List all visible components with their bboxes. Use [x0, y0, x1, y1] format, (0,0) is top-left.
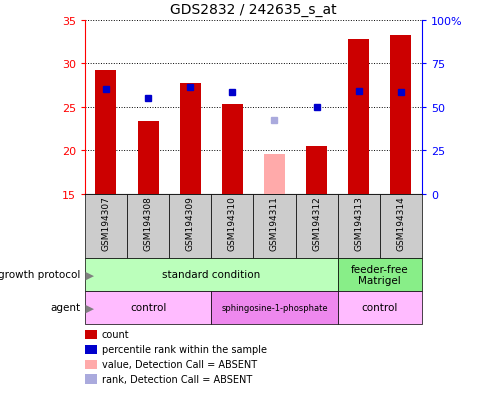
Text: standard condition: standard condition: [162, 270, 260, 280]
Title: GDS2832 / 242635_s_at: GDS2832 / 242635_s_at: [170, 3, 336, 17]
Text: GSM194313: GSM194313: [353, 196, 363, 251]
Bar: [95, 71, 116, 194]
Bar: [337, 258, 421, 291]
Text: GSM194311: GSM194311: [270, 196, 278, 251]
Bar: [127, 194, 169, 258]
Text: value, Detection Call = ABSENT: value, Detection Call = ABSENT: [102, 359, 257, 369]
Bar: [169, 194, 211, 258]
Text: GSM194307: GSM194307: [101, 196, 110, 251]
Bar: [221, 105, 242, 194]
Text: sphingosine-1-phosphate: sphingosine-1-phosphate: [221, 303, 327, 312]
Bar: [253, 194, 295, 258]
Text: ▶: ▶: [82, 303, 94, 313]
Text: feeder-free
Matrigel: feeder-free Matrigel: [350, 264, 408, 285]
Bar: [179, 84, 200, 194]
Text: GSM194312: GSM194312: [312, 196, 320, 251]
Bar: [85, 194, 127, 258]
Bar: [85, 291, 211, 324]
Bar: [85, 258, 337, 291]
Text: growth protocol: growth protocol: [0, 270, 80, 280]
Text: percentile rank within the sample: percentile rank within the sample: [102, 344, 266, 354]
Text: agent: agent: [50, 303, 80, 313]
Text: rank, Detection Call = ABSENT: rank, Detection Call = ABSENT: [102, 374, 252, 384]
Bar: [390, 36, 410, 194]
Text: GSM194310: GSM194310: [227, 196, 236, 251]
Bar: [337, 291, 421, 324]
Bar: [263, 155, 285, 194]
Bar: [137, 121, 158, 194]
Bar: [305, 146, 327, 194]
Text: control: control: [361, 303, 397, 313]
Bar: [348, 40, 368, 194]
Bar: [211, 291, 337, 324]
Bar: [337, 194, 379, 258]
Text: ▶: ▶: [82, 270, 94, 280]
Text: count: count: [102, 330, 129, 339]
Text: GSM194308: GSM194308: [143, 196, 152, 251]
Bar: [211, 194, 253, 258]
Text: control: control: [130, 303, 166, 313]
Bar: [379, 194, 421, 258]
Text: GSM194309: GSM194309: [185, 196, 194, 251]
Bar: [295, 194, 337, 258]
Text: GSM194314: GSM194314: [395, 196, 405, 251]
